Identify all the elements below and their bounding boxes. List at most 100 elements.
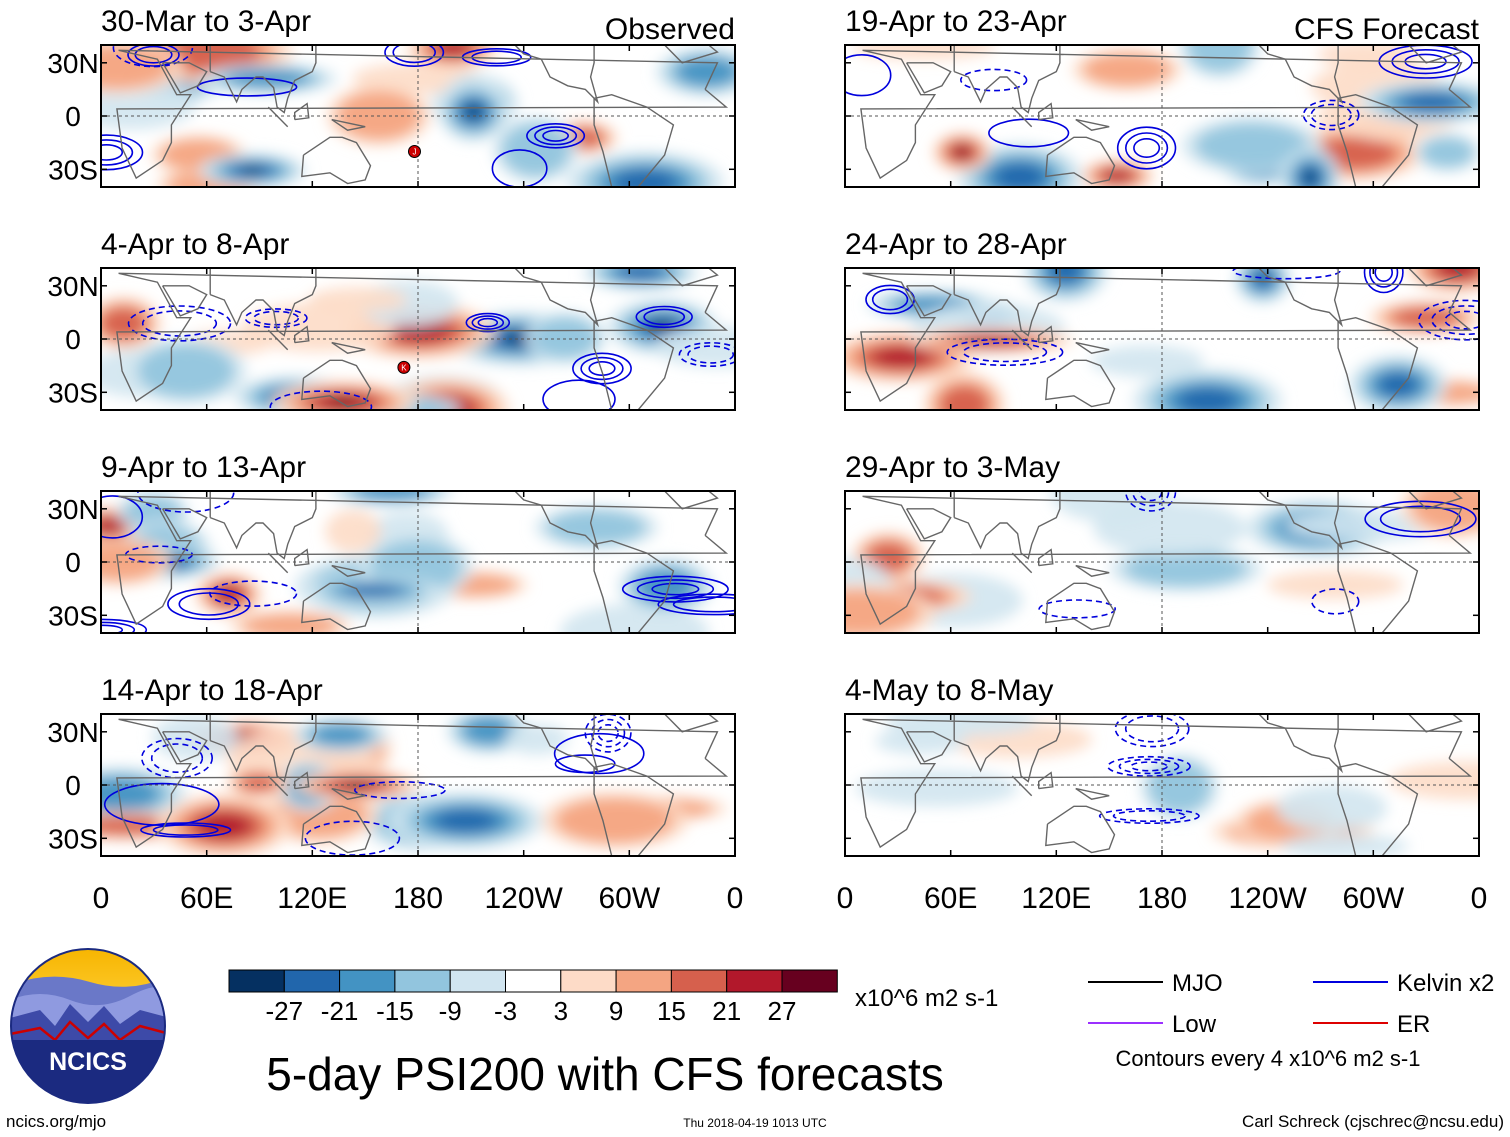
panel-ticks	[844, 714, 1480, 856]
panel-1-3: 4-May to 8-May	[844, 674, 1480, 857]
tropical-cyclone-marker	[408, 145, 421, 158]
x-tick-label: 120W	[1229, 882, 1308, 915]
x-tick-label: 0	[837, 882, 854, 915]
x-tick-label: 0	[1471, 882, 1488, 915]
x-tick-label: 60W	[1342, 882, 1404, 915]
y-tick-label: 30S	[48, 377, 98, 408]
colorbar-swatch	[670, 969, 728, 993]
kelvin-contours	[103, 714, 645, 856]
x-tick-label: 60E	[924, 882, 977, 915]
colorbar-swatch	[781, 969, 838, 993]
continent-outlines	[860, 714, 1473, 856]
panel-0-3: 30N 0 30S 14-Apr to 18-Apr	[47, 674, 736, 857]
y-tick-label: 0	[65, 324, 81, 355]
colorbar-swatch	[449, 969, 507, 993]
kelvin-contours	[845, 45, 1473, 170]
colorbar-tick-label: -3	[494, 996, 517, 1026]
colorbar-tick-label: -27	[266, 996, 304, 1026]
colorbar-units: x10^6 m2 s-1	[855, 985, 998, 1012]
panel-period-title: 30-Mar to 3-Apr	[101, 5, 311, 38]
colorbar-tick-label: -21	[321, 996, 359, 1026]
y-tick-label: 0	[65, 770, 81, 801]
panel-period-title: 4-Apr to 8-Apr	[101, 228, 289, 261]
legend-label: Low	[1172, 1011, 1217, 1038]
colorbar-tick-label: 3	[554, 996, 568, 1026]
logo-text: NCICS	[49, 1048, 127, 1076]
anomaly-field	[845, 45, 1479, 187]
tropical-cyclone-marker	[397, 360, 411, 374]
continent-outlines	[860, 268, 1473, 410]
panel-0-2: 30N 0 30S 9-Apr to 13-Apr	[47, 451, 736, 634]
x-tick-label: 120W	[485, 882, 564, 915]
colorbar-swatch	[505, 969, 562, 993]
gridlines	[101, 45, 735, 187]
colorbar-tick-label: 21	[712, 996, 741, 1026]
colorbar-swatch	[394, 969, 451, 993]
gridlines	[845, 714, 1479, 856]
x-axis-right: 0 60E 120E 180 120W 60W 0	[837, 882, 1488, 915]
contour-note: Contours every 4 x10^6 m2 s-1	[1115, 1046, 1420, 1071]
gridlines	[101, 268, 735, 410]
anomaly-field	[845, 268, 1479, 410]
panel-ticks	[844, 268, 1480, 410]
storm-label: K	[401, 363, 407, 372]
panel-1-0: 19-Apr to 23-Apr CFS Forecast	[844, 5, 1480, 188]
gridlines	[101, 491, 735, 633]
legend: MJO Kelvin x2 Low ER	[1088, 970, 1494, 1038]
colorbar-swatch	[228, 969, 285, 993]
x-tick-label: 120E	[1021, 882, 1091, 915]
legend-label: ER	[1397, 1011, 1430, 1038]
anomaly-field	[845, 491, 1479, 633]
colorbar-tick-label: 15	[657, 996, 686, 1026]
x-tick-label: 180	[1137, 882, 1187, 915]
y-tick-label: 30S	[48, 154, 98, 185]
y-tick-label: 30N	[47, 48, 98, 79]
panel-period-title: 29-Apr to 3-May	[845, 451, 1060, 484]
panel-0-0: J 30N 0 30S 30-Mar to 3-Apr Observed	[47, 5, 736, 188]
footer-timestamp: Thu 2018-04-19 1013 UTC	[683, 1116, 827, 1130]
x-tick-label: 120E	[277, 882, 347, 915]
y-tick-label: 30S	[48, 823, 98, 854]
chart-title: 5-day PSI200 with CFS forecasts	[266, 1048, 944, 1100]
colorbar-tick-label: 9	[609, 996, 623, 1026]
anomaly-field	[101, 45, 735, 187]
x-tick-label: 0	[727, 882, 744, 915]
colorbar-swatch	[615, 969, 672, 993]
continent-outlines	[116, 714, 729, 856]
gridlines	[845, 45, 1479, 187]
gridlines	[845, 268, 1479, 410]
anomaly-field	[855, 714, 1479, 856]
panel-ticks	[844, 491, 1480, 633]
y-tick-label: 0	[65, 101, 81, 132]
legend-label: Kelvin x2	[1397, 970, 1494, 997]
colorbar: -27 -21 -15 -9 -3 3 9 15 21 27	[228, 969, 838, 1026]
panel-period-title: 24-Apr to 28-Apr	[845, 228, 1067, 261]
kelvin-contours	[1098, 714, 1200, 824]
footer-url: ncics.org/mjo	[6, 1112, 106, 1131]
panel-1-1: 24-Apr to 28-Apr	[844, 228, 1480, 411]
panel-ticks	[844, 45, 1480, 187]
panel-period-title: 9-Apr to 13-Apr	[101, 451, 306, 484]
panel-ticks	[100, 45, 736, 187]
panel-period-title: 4-May to 8-May	[845, 674, 1053, 707]
panel-period-title: 14-Apr to 18-Apr	[101, 674, 323, 707]
anomaly-field	[101, 491, 735, 633]
panel-1-2: 29-Apr to 3-May	[844, 451, 1480, 634]
continent-outlines	[116, 45, 729, 187]
column-label: Observed	[605, 13, 735, 46]
storm-label: J	[413, 148, 417, 157]
colorbar-tick-label: 27	[768, 996, 797, 1026]
x-tick-label: 60E	[180, 882, 233, 915]
anomaly-field	[101, 714, 729, 856]
legend-label: MJO	[1172, 970, 1223, 997]
x-tick-label: 180	[393, 882, 443, 915]
panel-ticks	[100, 714, 736, 856]
y-tick-label: 0	[65, 547, 81, 578]
y-tick-label: 30S	[48, 600, 98, 631]
kelvin-contours	[1038, 491, 1477, 619]
colorbar-swatch	[726, 969, 783, 993]
y-tick-label: 30N	[47, 494, 98, 525]
gridlines	[845, 491, 1479, 633]
anomaly-field	[101, 268, 735, 410]
kelvin-contours	[127, 305, 735, 410]
